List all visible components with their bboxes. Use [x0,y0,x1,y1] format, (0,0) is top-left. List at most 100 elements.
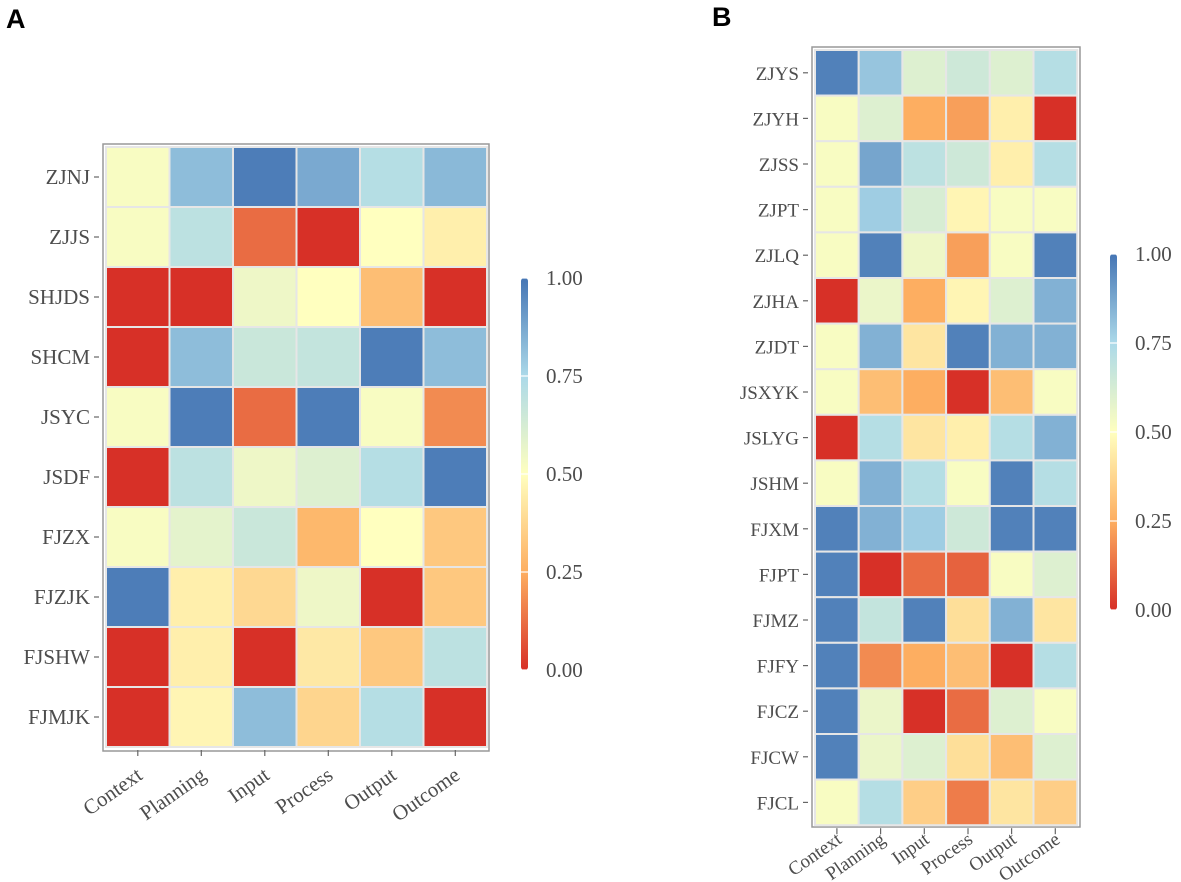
row-label-b-fjxm: FJXM [750,520,799,541]
heatmap-cell-a-jsyc-process [295,386,361,448]
heatmap-cell-b-jsxyk-planning [857,368,904,416]
row-label-b-zjlq: ZJLQ [755,246,800,267]
heatmap-cell-b-zjpt-input [901,185,948,234]
heatmap-cell-a-zjjs-output [359,206,425,268]
heatmap-cell-a-shcm-input [232,326,298,388]
heatmap-cell-a-fjshw-process [295,626,361,688]
colorbar-label-a-2: 0.50 [546,462,583,486]
heatmap-cell-b-zjys-planning [857,49,904,97]
row-label-b-zjha: ZJHA [753,292,800,313]
heatmap-cell-b-fjfy-context [814,641,860,690]
heatmap-cell-b-fjmz-planning [857,596,904,644]
heatmap-cell-b-fjxm-planning [857,505,904,553]
colorbar-label-b-3: 0.25 [1135,509,1172,533]
heatmap-cell-b-fjfy-output [988,641,1035,690]
heatmap-cell-b-zjlq-output [988,231,1035,279]
heatmap-cell-a-fjzx-process [295,506,361,568]
heatmap-cell-b-jsxyk-process [945,368,991,416]
row-label-a-shcm: SHCM [30,345,90,369]
heatmap-cell-b-jshm-context [814,459,860,507]
heatmap-cell-b-jslyg-output [988,413,1035,462]
heatmap-cell-b-jshm-process [945,459,991,507]
heatmap-cell-a-fjzjk-input [232,566,298,628]
heatmap-cell-a-fjzx-context [105,506,171,568]
heatmap-cell-a-shcm-output [359,326,425,388]
heatmap-cell-b-fjcl-outcome [1032,778,1079,827]
heatmap-cell-b-fjcw-outcome [1032,733,1079,781]
heatmap-cell-a-fjzjk-output [359,566,425,628]
heatmap-cell-b-fjmz-output [988,596,1035,644]
heatmap-cell-b-jsxyk-outcome [1032,368,1079,416]
heatmap-cell-b-jshm-planning [857,459,904,507]
colorbar-label-b-1: 0.75 [1135,331,1172,355]
heatmap-cell-b-jsxyk-input [901,368,948,416]
heatmap-cell-b-zjpt-outcome [1032,185,1079,234]
heatmap-cell-b-fjcw-input [901,733,948,781]
row-label-b-fjcz: FJCZ [757,702,799,723]
heatmap-cell-a-jsyc-planning [168,386,234,448]
heatmap-cell-b-zjlq-outcome [1032,231,1079,279]
panel-b-colorbar: 1.00 0.75 0.50 0.25 0.00 [1110,242,1172,622]
heatmap-cell-a-jsyc-output [359,386,425,448]
heatmap-cell-b-fjcl-output [988,778,1035,827]
heatmap-cell-a-zjnj-outcome [422,146,488,208]
panel-a-colorbar: 1.00 0.75 0.50 0.25 0.00 [521,266,583,682]
heatmap-cell-b-zjys-context [814,49,860,97]
heatmap-cell-a-jsdf-output [359,446,425,508]
row-label-b-fjcw: FJCW [750,748,799,769]
heatmap-cell-b-zjha-outcome [1032,277,1079,325]
heatmap-cell-b-fjcl-context [814,778,860,827]
heatmap-cell-a-zjjs-planning [168,206,234,268]
heatmap-cell-b-jshm-output [988,459,1035,507]
heatmap-cell-b-zjpt-process [945,185,991,234]
heatmap-cell-b-fjpt-outcome [1032,550,1079,599]
heatmap-cell-a-shcm-process [295,326,361,388]
heatmap-cell-b-fjcz-process [945,687,991,736]
heatmap-cell-a-fjzjk-planning [168,566,234,628]
row-label-b-fjmz: FJMZ [753,611,799,632]
colorbar-label-a-0: 1.00 [546,266,583,290]
heatmap-cell-a-shjds-outcome [422,266,488,328]
heatmap-cell-b-fjcl-process [945,778,991,827]
heatmap-cell-b-fjcw-process [945,733,991,781]
heatmap-cell-b-zjdt-input [901,322,948,371]
colorbar-label-a-3: 0.25 [546,560,583,584]
colorbar-label-a-1: 0.75 [546,364,583,388]
heatmap-cell-a-shcm-planning [168,326,234,388]
heatmap-cell-b-zjpt-planning [857,185,904,234]
heatmap-cell-a-zjnj-planning [168,146,234,208]
colorbar-label-b-4: 0.00 [1135,598,1172,622]
row-label-b-zjys: ZJYS [756,64,799,85]
heatmap-cell-b-zjha-process [945,277,991,325]
panel-a-row-labels: ZJNJ ZJJS SHJDS SHCM JSYC JSDF FJZX FJZJK FJSHW F… [23,165,99,729]
heatmap-cell-b-fjmz-process [945,596,991,644]
heatmap-cell-b-fjcw-planning [857,733,904,781]
heatmap-cell-b-jslyg-process [945,413,991,462]
heatmap-cell-b-fjcz-output [988,687,1035,736]
heatmap-cell-a-fjzx-output [359,506,425,568]
heatmap-cell-b-zjha-output [988,277,1035,325]
heatmap-cell-a-zjjs-context [105,206,171,268]
heatmap-cell-a-fjzx-outcome [422,506,488,568]
heatmap-cell-b-zjyh-planning [857,94,904,143]
heatmap-cell-a-zjjs-input [232,206,298,268]
heatmap-cell-a-shjds-process [295,266,361,328]
heatmap-cell-a-fjshw-context [105,626,171,688]
heatmap-cell-b-zjyh-input [901,94,948,143]
row-label-a-fjzx: FJZX [42,525,90,549]
heatmap-cell-b-fjmz-input [901,596,948,644]
heatmap-cell-b-fjmz-context [814,596,860,644]
colorbar-label-a-4: 0.00 [546,658,583,682]
heatmap-cell-b-fjpt-output [988,550,1035,599]
row-label-b-fjcl: FJCL [757,793,799,814]
heatmap-cell-b-fjcz-context [814,687,860,736]
heatmap-cell-a-fjshw-outcome [422,626,488,688]
heatmap-cell-a-fjzx-input [232,506,298,568]
heatmap-cell-b-zjdt-process [945,322,991,371]
heatmap-cell-a-jsyc-outcome [422,386,488,448]
column-label-a-outcome: Outcome [387,762,464,826]
heatmap-cell-b-zjlq-input [901,231,948,279]
heatmap-cell-b-jslyg-outcome [1032,413,1079,462]
